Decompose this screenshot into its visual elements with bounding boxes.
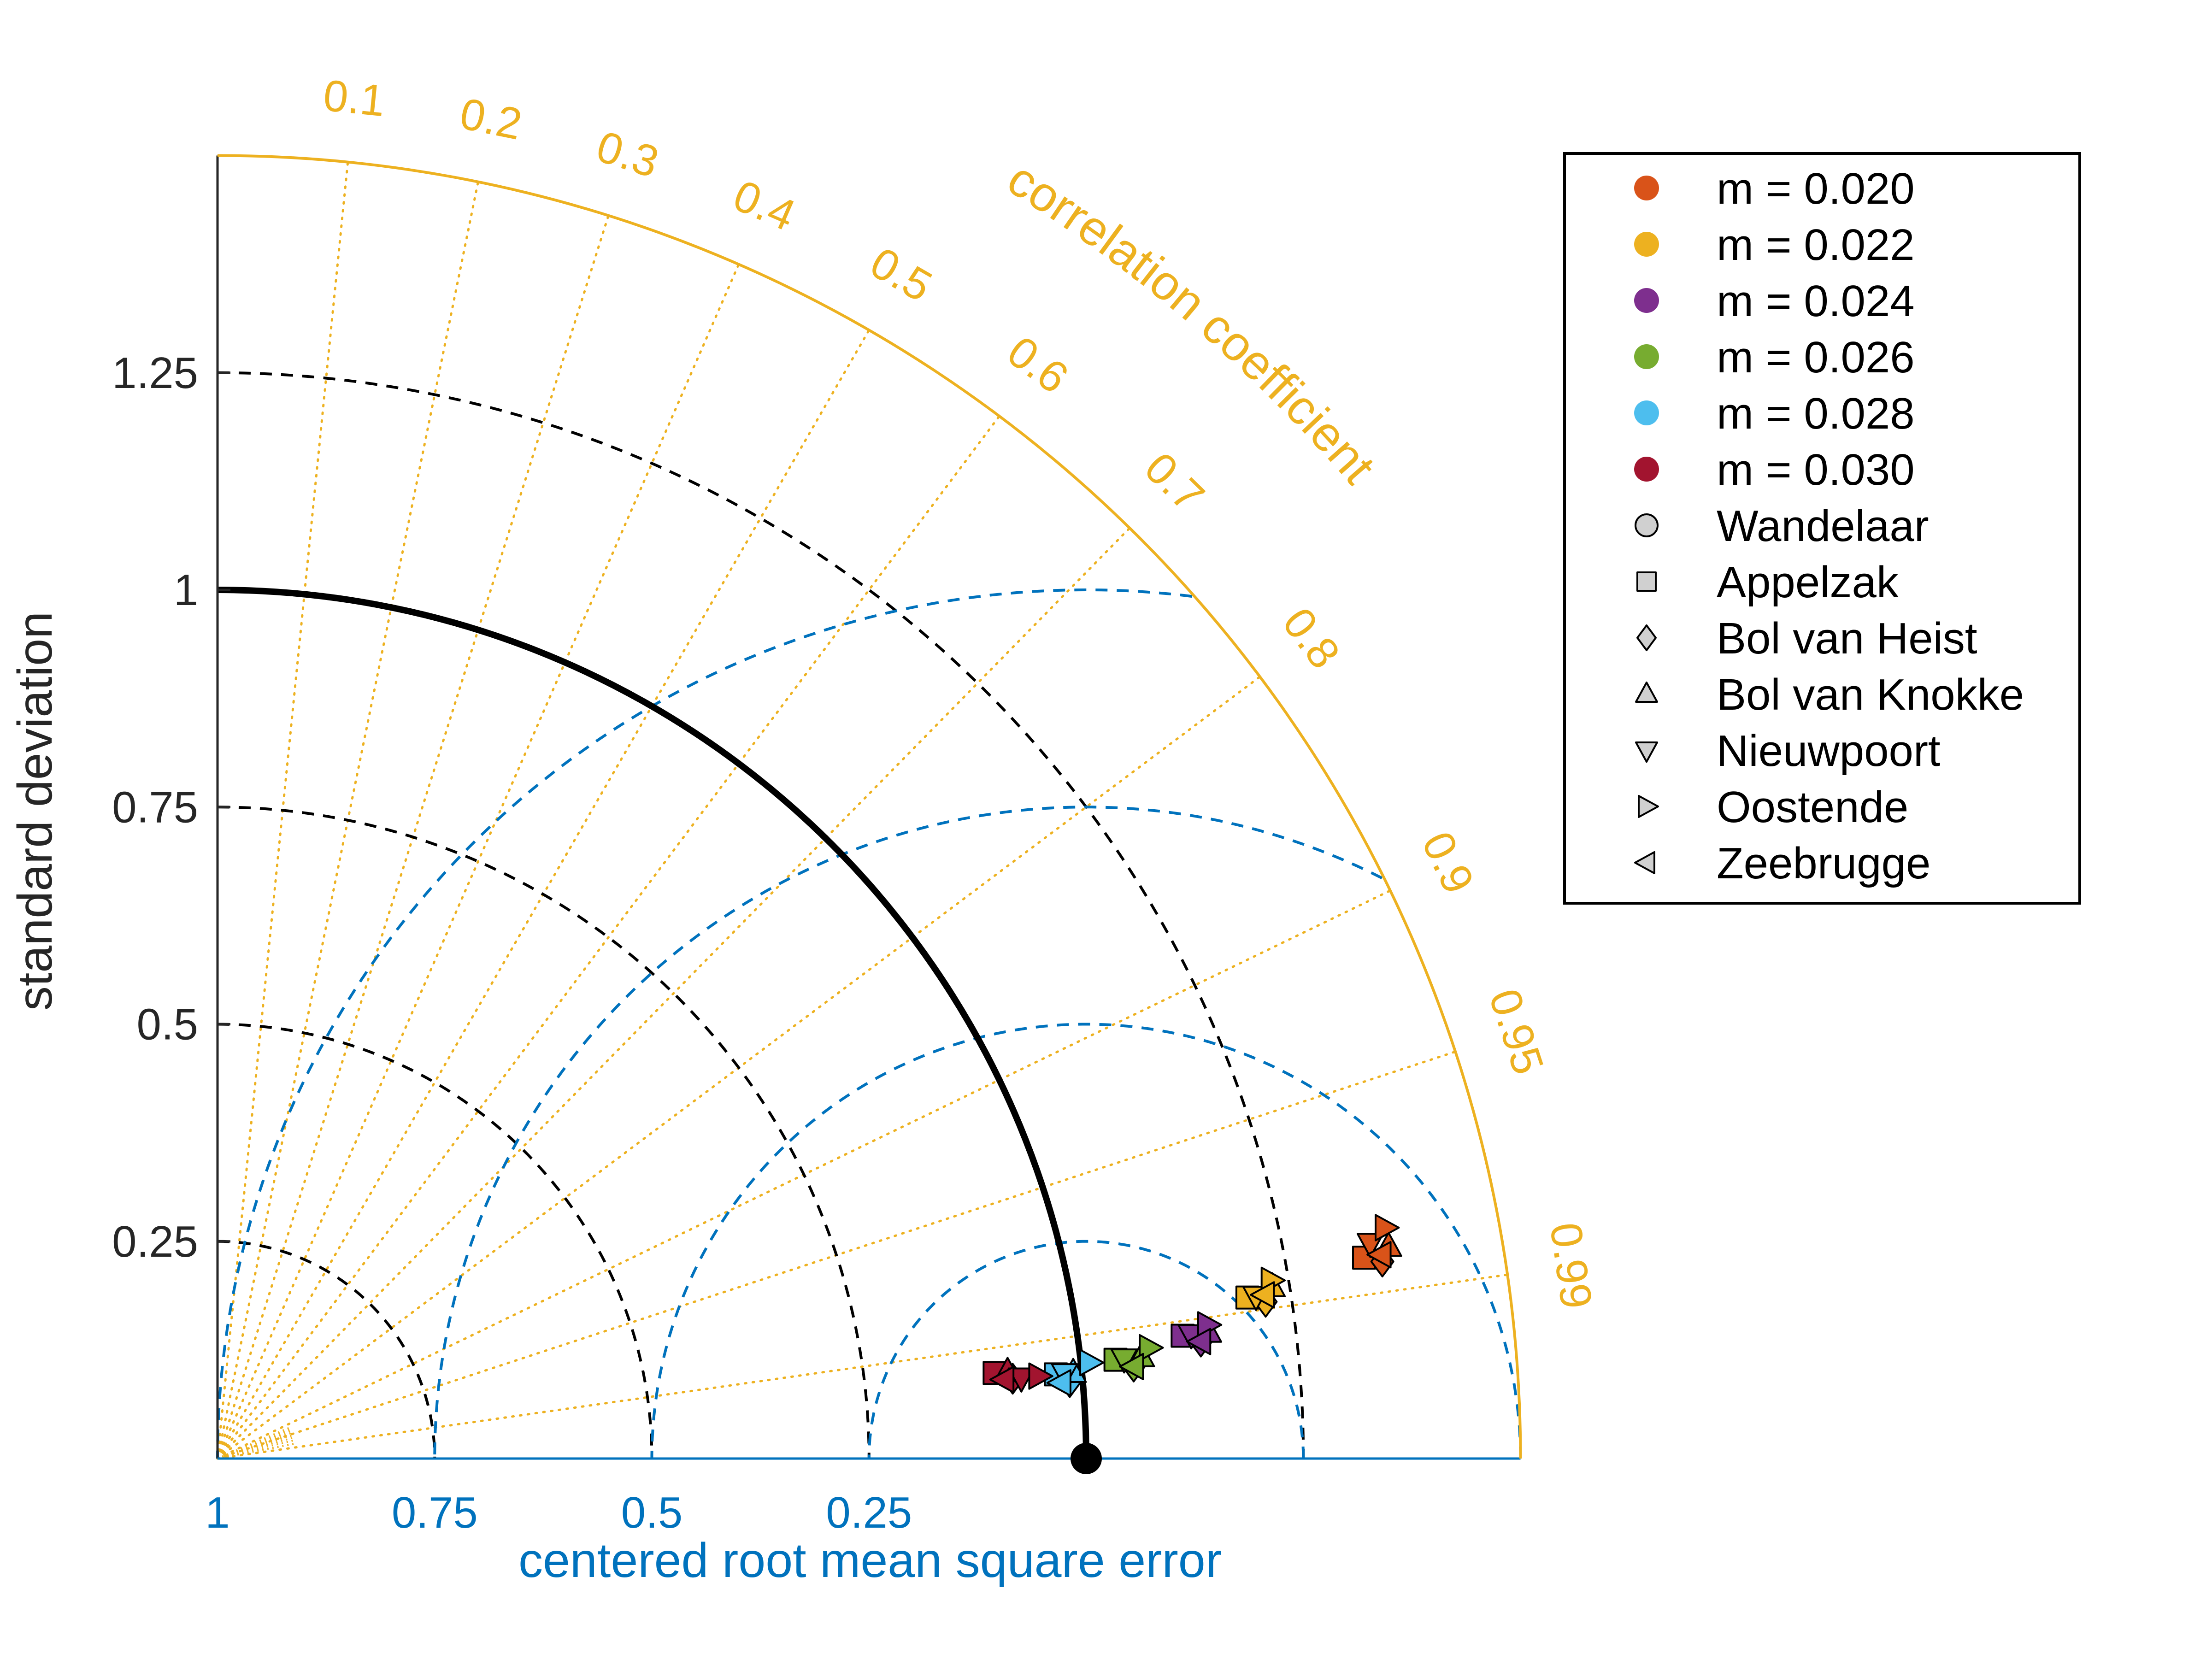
legend-label: m = 0.022 (1717, 220, 1915, 270)
grid-layer (216, 161, 1522, 1460)
correlation-tick-label: 0.9 (1412, 824, 1483, 901)
correlation-tick-label: 0.3 (591, 122, 664, 187)
correlation-tick-label: 0.8 (1273, 599, 1349, 678)
legend-marker (1635, 513, 1659, 537)
data-point (1028, 1362, 1053, 1390)
legend-swatch (1634, 344, 1659, 369)
rmse-tick-label: 0.5 (621, 1488, 682, 1537)
data-point (1007, 1367, 1035, 1393)
data-point (1139, 1334, 1164, 1362)
legend-label: Nieuwpoort (1717, 726, 1941, 776)
correlation-gridline (216, 415, 1000, 1460)
legend-label: Bol van Knokke (1717, 670, 2024, 719)
legend-marker (1635, 741, 1658, 763)
correlation-tick-label: 0.95 (1479, 983, 1553, 1080)
legend-marker (1635, 682, 1658, 703)
rmse-tick-label: 1 (205, 1488, 229, 1537)
rmse-gridline (867, 1240, 1305, 1459)
legend-label: m = 0.030 (1717, 445, 1915, 494)
correlation-tick-label: 0.5 (862, 238, 940, 311)
rmse-gridline (216, 588, 1193, 1459)
data-point (1366, 1241, 1392, 1269)
legend-label: Bol van Heist (1717, 614, 1977, 663)
legend-swatch (1634, 176, 1659, 200)
legend-swatch (1634, 457, 1659, 482)
data-point (1374, 1214, 1400, 1241)
rmse-gridline (650, 1023, 1522, 1459)
legend-label: Wandelaar (1717, 501, 1929, 551)
data-point (1119, 1353, 1144, 1381)
data-point (989, 1366, 1015, 1394)
legend-marker (1636, 624, 1657, 651)
std-tick-label: 0.75 (112, 782, 198, 832)
correlation-gridline (216, 1273, 1509, 1460)
std-tick-label: 0.5 (137, 1000, 198, 1049)
legend-marker (1638, 795, 1659, 818)
correlation-gridline (216, 527, 1131, 1460)
std-gridline (217, 1023, 653, 1459)
correlation-gridline (216, 263, 740, 1460)
correlation-tick-label: 0.2 (456, 89, 526, 149)
x-axis-label: centered root mean square error (518, 1533, 1222, 1588)
legend-label: Appelzak (1717, 558, 1899, 607)
correlation-tick-label: 0.4 (726, 171, 802, 240)
legend-label: Oostende (1717, 782, 1908, 832)
legend-label: m = 0.024 (1717, 276, 1915, 326)
correlation-tick-label: 0.6 (999, 327, 1077, 403)
data-point (1250, 1281, 1275, 1309)
correlation-tick-label: 0.1 (321, 71, 387, 126)
reference-std-arc (217, 587, 1089, 1459)
std-gridline (217, 371, 1305, 1459)
rmse-tick-label: 0.25 (826, 1488, 912, 1537)
correlation-minor-gridline (217, 1427, 290, 1459)
legend-swatch (1634, 288, 1659, 313)
correlation-axis-label: correlation coefficient (998, 151, 1385, 494)
y-axis-label: standard deviation (8, 612, 62, 1011)
legend-swatch (1634, 400, 1659, 425)
std-tick-label: 1.25 (112, 348, 198, 398)
legend-label: m = 0.020 (1717, 164, 1915, 213)
correlation-tick-label: 0.7 (1135, 443, 1213, 521)
axes-layer: 0.25 0.5 0.75 1 1.25 0.25 0.5 0.75 1 0.1 0.2 0.3 0.4… (112, 71, 1601, 1537)
data-points-layer (982, 1214, 1402, 1474)
std-tick-label: 0.25 (112, 1217, 198, 1266)
legend-label: Zeebrugge (1717, 839, 1930, 888)
legend-label: m = 0.028 (1717, 389, 1915, 438)
legend-label: m = 0.026 (1717, 333, 1915, 382)
correlation-axis (217, 154, 1522, 1459)
data-point (1046, 1369, 1071, 1397)
std-gridline (217, 1240, 436, 1459)
legend-swatch (1634, 232, 1659, 257)
rmse-tick-label: 0.75 (392, 1488, 478, 1537)
data-point (1079, 1349, 1105, 1377)
std-tick-label: 1 (174, 565, 198, 615)
correlation-tick-label: 0.99 (1541, 1219, 1601, 1312)
reference-point (1071, 1443, 1102, 1474)
legend-marker (1634, 851, 1655, 874)
legend-marker (1636, 571, 1657, 592)
std-gridline (217, 806, 871, 1459)
legend: m = 0.020 m = 0.022 m = 0.024 m = 0.026 m = … (1563, 152, 2081, 905)
data-point (1186, 1328, 1212, 1355)
rmse-gridline (433, 806, 1383, 1459)
